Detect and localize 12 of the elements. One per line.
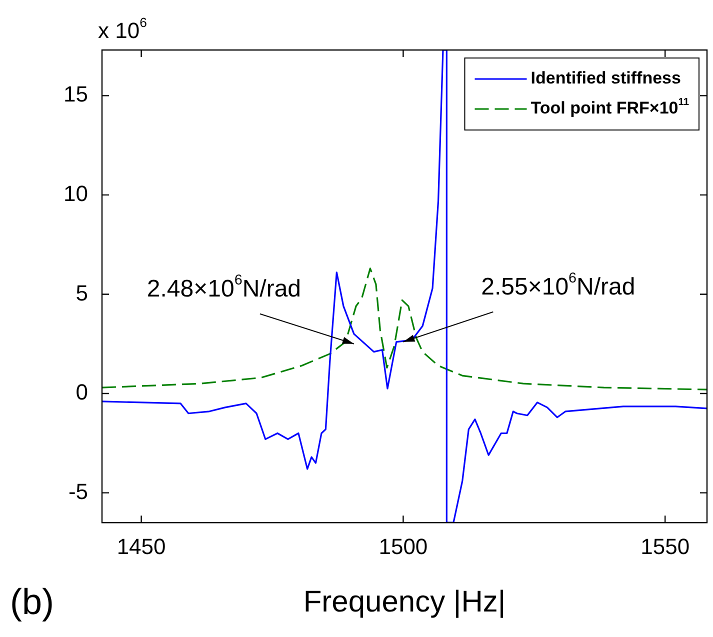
x-tick-label: 1450 <box>116 534 166 559</box>
y-tick-label: 5 <box>76 280 88 306</box>
x-tick-label: 1500 <box>378 534 428 559</box>
line-series <box>102 268 707 390</box>
y-tick-label: 0 <box>76 380 88 405</box>
legend-label: Identified stiffness <box>530 68 681 88</box>
x-axis-title: Frequency |Hz| <box>303 585 506 618</box>
y-tick-label: 10 <box>64 181 88 206</box>
text: (b) <box>10 580 54 622</box>
y-tick-label: -5 <box>68 478 88 504</box>
y-tick-label: 15 <box>64 82 88 107</box>
x-tick-label: 1550 <box>640 534 690 559</box>
